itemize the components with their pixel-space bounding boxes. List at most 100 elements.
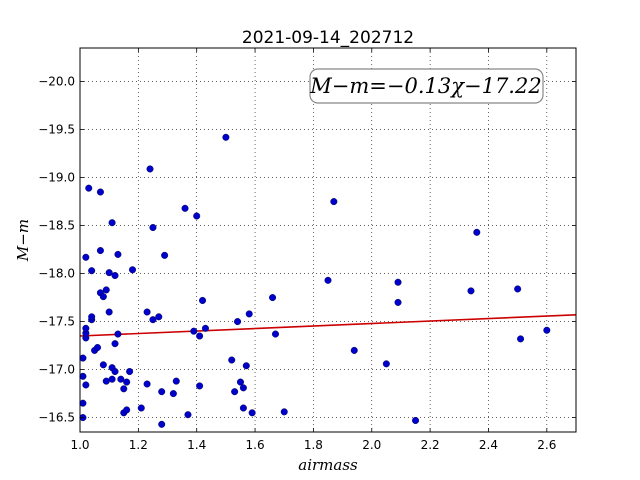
data-point: [158, 420, 166, 428]
data-point: [114, 330, 122, 338]
x-tick-label: 1.4: [187, 438, 206, 452]
y-tick-label: −19.5: [38, 123, 75, 137]
y-tick-label: −20.0: [38, 75, 75, 89]
data-point: [99, 293, 107, 301]
data-point: [88, 267, 96, 275]
x-tick-label: 2.4: [479, 438, 498, 452]
data-point: [99, 361, 107, 369]
data-point: [82, 381, 90, 389]
data-point: [94, 344, 102, 352]
data-point: [137, 404, 145, 412]
data-point: [161, 251, 169, 259]
data-point: [108, 219, 116, 227]
data-point: [149, 224, 157, 232]
annotation-box: [309, 68, 544, 104]
data-point: [158, 388, 166, 396]
data-point: [271, 330, 279, 338]
y-tick-label: −19.0: [38, 171, 75, 185]
data-point: [190, 327, 198, 335]
x-axis-label: airmass: [298, 456, 358, 474]
data-point: [324, 276, 332, 284]
data-point: [193, 212, 201, 220]
data-point: [473, 228, 481, 236]
data-point: [82, 253, 90, 261]
x-tick-label: 1.6: [246, 438, 265, 452]
y-tick-label: −16.5: [38, 411, 75, 425]
data-point: [222, 133, 230, 141]
x-tick-label: 1.8: [304, 438, 323, 452]
x-tick-label: 2.2: [421, 438, 440, 452]
data-point: [120, 385, 128, 393]
data-point: [108, 375, 116, 383]
data-point: [105, 308, 113, 316]
data-point: [394, 278, 402, 286]
y-ticks: −16.5 −17.0 −17.5 −18.0 −18.5 −19.0 −19.5 −20.0: [38, 75, 576, 425]
data-point: [146, 165, 154, 173]
data-point: [123, 378, 131, 386]
data-point: [143, 380, 151, 388]
x-tick-label: 1.2: [129, 438, 148, 452]
data-point: [149, 316, 157, 324]
data-point: [169, 390, 177, 398]
x-tick-label: 1.0: [70, 438, 89, 452]
data-point: [543, 326, 551, 334]
data-point: [201, 324, 209, 332]
data-point: [239, 384, 247, 392]
data-point: [245, 310, 253, 318]
data-point: [172, 377, 180, 385]
data-point: [111, 368, 119, 376]
data-point: [82, 324, 90, 332]
data-point: [248, 409, 256, 417]
data-point: [79, 354, 87, 362]
data-point: [412, 416, 420, 424]
data-point: [199, 296, 207, 304]
data-point: [234, 318, 242, 326]
x-ticks: 1.0 1.2 1.4 1.6 1.8 2.0 2.2 2.4 2.6: [70, 48, 556, 452]
data-point: [79, 399, 87, 407]
fit-line-group: [79, 313, 577, 337]
data-point: [111, 340, 119, 348]
data-point: [79, 372, 87, 380]
y-tick-label: −18.5: [38, 219, 75, 233]
data-point: [143, 308, 151, 316]
data-point: [239, 404, 247, 412]
data-point: [102, 286, 110, 294]
data-point: [129, 266, 137, 274]
y-axis-label: M−m: [14, 219, 32, 262]
x-tick-label: 2.6: [537, 438, 556, 452]
chart-title: 2021-09-14_202712: [242, 28, 414, 48]
x-tick-label: 2.0: [362, 438, 381, 452]
data-point: [236, 378, 244, 386]
data-point: [242, 362, 250, 370]
data-point: [155, 313, 163, 321]
data-point: [514, 285, 522, 293]
y-tick-label: −17.0: [38, 363, 75, 377]
data-point: [114, 250, 122, 258]
data-point: [382, 360, 390, 368]
fit-line: [79, 313, 577, 337]
data-point: [126, 368, 134, 376]
data-point: [350, 346, 358, 354]
data-point: [85, 184, 93, 192]
data-point: [105, 269, 113, 277]
data-point: [394, 298, 402, 306]
data-point: [117, 375, 125, 383]
scatter-points: [79, 96, 551, 428]
data-point: [111, 272, 119, 280]
data-point: [280, 408, 288, 416]
data-point: [196, 382, 204, 390]
y-tick-label: −17.5: [38, 315, 75, 329]
plot-frame: [79, 47, 577, 433]
y-tick-label: −18.0: [38, 267, 75, 281]
data-point: [96, 188, 104, 196]
data-point: [184, 411, 192, 419]
data-point: [196, 332, 204, 340]
data-point: [228, 356, 236, 364]
data-point: [517, 335, 525, 343]
data-point: [96, 247, 104, 255]
data-point: [467, 287, 475, 295]
data-point: [269, 294, 277, 302]
data-point: [231, 388, 239, 396]
annotation-text: M−m=−0.13χ−17.22: [309, 74, 541, 98]
